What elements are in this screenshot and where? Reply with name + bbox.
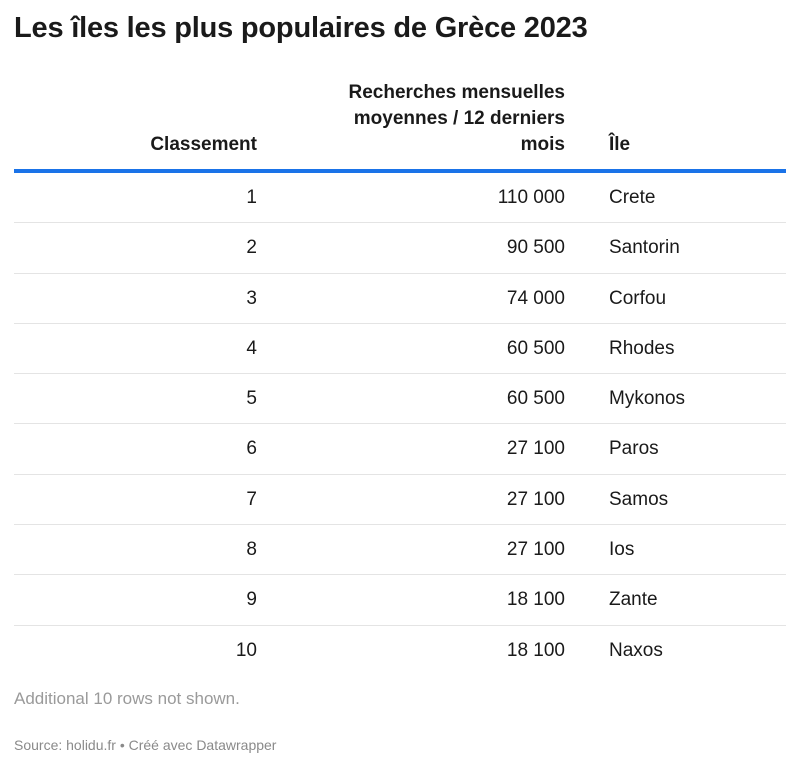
cell-searches: 60 500 [506,388,565,410]
column-header-island[interactable]: Île [609,134,631,155]
table-row: 5 60 500 Mykonos [14,374,786,425]
cell-island: Naxos [609,639,663,661]
cell-island: Mykonos [609,388,686,410]
cell-rank: 5 [246,388,257,410]
cell-searches: 27 100 [506,539,565,561]
cell-rank: 7 [246,488,257,510]
cell-searches: 60 500 [506,337,565,359]
cell-island: Zante [609,589,658,611]
cell-island: Santorin [609,237,680,259]
cell-rank: 9 [246,589,257,611]
cell-island: Corfou [609,287,667,309]
cell-searches: 110 000 [497,187,565,208]
table-body: 1 110 000 Crete 2 90 500 Santorin 3 74 000 Corfo… [14,173,786,676]
cell-island: Samos [609,488,669,510]
cell-searches: 18 100 [506,639,565,661]
table-row: 7 27 100 Samos [14,475,786,526]
table-header: Classement Recherches mensuelles moyenne… [14,82,786,170]
cell-rank: 10 [235,639,257,661]
table-row: 2 90 500 Santorin [14,223,786,274]
table-row: 1 110 000 Crete [14,173,786,224]
cell-island: Rhodes [609,337,675,359]
header-divider [14,169,786,173]
cell-searches: 74 000 [506,287,565,309]
cell-searches: 18 100 [506,589,565,611]
cell-rank: 4 [246,337,257,359]
table-row: 3 74 000 Corfou [14,274,786,324]
column-header-searches[interactable]: Recherches mensuelles moyennes / 12 dern… [348,82,565,155]
page-title: Les îles les plus populaires de Grèce 20… [14,12,588,44]
table-row: 4 60 500 Rhodes [14,324,786,375]
cell-rank: 2 [246,237,257,259]
source-credit: Source: holidu.fr • Créé avec Datawrappe… [14,737,277,753]
cell-rank: 8 [246,539,257,561]
cell-searches: 27 100 [506,488,565,510]
cell-rank: 3 [246,287,257,309]
rows-hidden-note: Additional 10 rows not shown. [14,689,240,708]
cell-rank: 6 [246,438,257,460]
table-row: 9 18 100 Zante [14,575,786,626]
cell-searches: 27 100 [506,438,565,460]
table-row: 6 27 100 Paros [14,424,786,475]
cell-island: Ios [609,539,635,561]
column-header-rank[interactable]: Classement [150,134,257,155]
cell-island: Paros [609,438,659,460]
cell-island: Crete [609,187,656,208]
cell-rank: 1 [246,187,257,208]
cell-searches: 90 500 [506,237,565,259]
table-row: 10 18 100 Naxos [14,626,786,676]
table-row: 8 27 100 Ios [14,525,786,576]
